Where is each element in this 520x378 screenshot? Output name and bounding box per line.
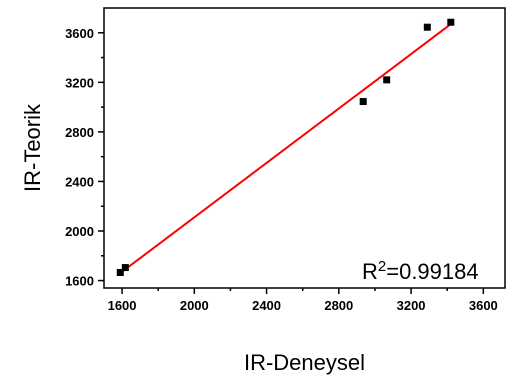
data-point [447, 18, 455, 26]
x-tick-label: 3600 [469, 298, 498, 313]
data-point [116, 269, 124, 277]
y-axis-title: IR-Teorik [20, 103, 45, 192]
data-point [121, 264, 129, 272]
x-tick-label: 3200 [397, 298, 426, 313]
y-tick-label: 1600 [65, 274, 94, 289]
r-symbol: R [362, 259, 378, 284]
x-axis-title: IR-Deneysel [244, 350, 365, 375]
x-tick-label: 2800 [324, 298, 353, 313]
plot-frame [103, 7, 506, 289]
data-point [359, 98, 367, 106]
y-tick-label: 3600 [65, 26, 94, 41]
y-tick-label: 3200 [65, 75, 94, 90]
x-tick-label: 2400 [252, 298, 281, 313]
axis-ticks [98, 32, 485, 294]
data-point [383, 76, 391, 84]
y-tick-label: 2800 [65, 125, 94, 140]
tick-labels: 1600 2000 2400 2800 3200 3600 1600 2000 2400 2800… [65, 26, 498, 313]
r-squared-value: =0.99184 [386, 259, 478, 284]
r-superscript: 2 [378, 258, 386, 275]
data-points [116, 18, 455, 277]
y-tick-label: 2000 [65, 224, 94, 239]
r-squared-annotation: R2=0.99184 [362, 258, 479, 284]
y-tick-label: 2400 [65, 174, 94, 189]
regression-line [119, 23, 452, 274]
x-tick-label: 1600 [108, 298, 137, 313]
x-tick-label: 2000 [180, 298, 209, 313]
data-point [423, 23, 431, 31]
